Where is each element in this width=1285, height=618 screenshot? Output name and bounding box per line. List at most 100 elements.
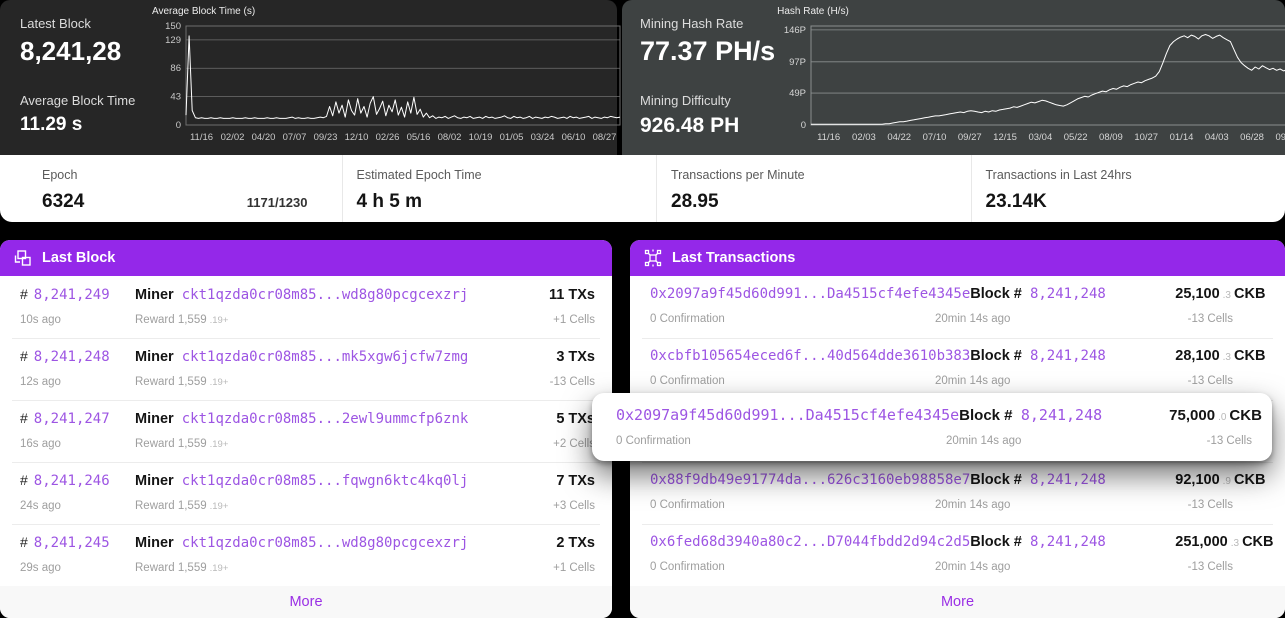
- block-cells: +3 Cells: [553, 500, 595, 512]
- miner-address-link[interactable]: ckt1qzda0cr08m85...wd8g80pcgcexzrj: [181, 287, 469, 303]
- svg-text:10/27: 10/27: [1134, 132, 1158, 143]
- svg-text:09/15: 09/15: [1276, 132, 1285, 143]
- transaction-row[interactable]: 0x88f9db49e91774da...626c3160eb98858e7 B…: [630, 462, 1285, 524]
- estimated-epoch-time-label: Estimated Epoch Time: [356, 168, 482, 182]
- block-number-link[interactable]: 8,241,248: [33, 349, 110, 365]
- svg-text:0: 0: [801, 120, 806, 131]
- average-block-time-value: 11.29 s: [20, 114, 83, 135]
- last-block-more-link[interactable]: More: [289, 594, 323, 610]
- tx-confirmation: 0 Confirmation: [650, 499, 725, 511]
- tx-hash-link[interactable]: 0x2097a9f45d60d991...Da4515cf4efe4345e: [650, 286, 971, 302]
- epoch-cell: Epoch 6324 1171/1230: [0, 155, 342, 222]
- svg-text:08/09: 08/09: [1099, 132, 1123, 143]
- tx-block-link[interactable]: 8,241,248: [1029, 472, 1106, 488]
- block-row[interactable]: #8,241,246 Miner ckt1qzda0cr08m85...fqwg…: [0, 462, 612, 524]
- mining-stats-panel: Mining Hash Rate 77.37 PH/s Mining Diffi…: [622, 0, 1285, 155]
- last-transactions-header: Last Transactions: [630, 240, 1285, 276]
- svg-text:04/20: 04/20: [252, 132, 276, 143]
- block-time-chart-title: Average Block Time (s): [152, 6, 256, 17]
- tx-cells: -13 Cells: [1206, 435, 1252, 447]
- average-block-time-stat: Average Block Time 11.29 s: [20, 93, 150, 136]
- transaction-row[interactable]: 0x2097a9f45d60d991...Da4515cf4efe4345e B…: [650, 286, 1266, 325]
- svg-text:01/14: 01/14: [1170, 132, 1194, 143]
- tx-amount: 92,100: [1175, 472, 1220, 488]
- block-number-link[interactable]: 8,241,247: [33, 411, 110, 427]
- block-tx-count: 11 TXs: [549, 287, 595, 303]
- hash-rate-chart-title: Hash Rate (H/s): [777, 6, 849, 17]
- svg-text:86: 86: [170, 63, 181, 74]
- latest-block-label: Latest Block: [20, 16, 91, 31]
- tx-amount: 75,000: [1169, 407, 1216, 424]
- tx-hash-link[interactable]: 0x88f9db49e91774da...626c3160eb98858e7: [650, 472, 971, 488]
- transactions-last-24hrs-value: 23.14K: [985, 191, 1047, 212]
- miner-label: Miner: [135, 535, 174, 551]
- tx-cells: -13 Cells: [1187, 375, 1233, 387]
- transaction-row[interactable]: 0xcbfb105654eced6f...40d564dde3610b383 B…: [630, 338, 1285, 400]
- last-block-header: Last Block: [0, 240, 612, 276]
- svg-text:07/10: 07/10: [923, 132, 947, 143]
- last-block-footer: More: [0, 586, 612, 618]
- tx-block-link[interactable]: 8,241,248: [1029, 534, 1106, 550]
- transactions-last-24hrs-cell: Transactions in Last 24hrs 23.14K: [970, 155, 1285, 222]
- block-number-link[interactable]: 8,241,246: [33, 473, 110, 489]
- block-row[interactable]: #8,241,248 Miner ckt1qzda0cr08m85...mk5x…: [0, 338, 612, 400]
- tx-block-link[interactable]: 8,241,248: [1029, 286, 1106, 302]
- hash-sign: #: [20, 472, 28, 488]
- estimated-epoch-time-value: 4 h 5 m: [356, 191, 422, 212]
- tx-block-link[interactable]: 8,241,248: [1029, 348, 1106, 364]
- tx-unit: CKB: [1234, 348, 1266, 364]
- tx-confirmation: 0 Confirmation: [650, 375, 725, 387]
- block-row[interactable]: #8,241,249 Miner ckt1qzda0cr08m85...wd8g…: [0, 276, 612, 338]
- block-time-chart-region: Average Block Time (s) 0 43 86 129 150 11/16 0…: [150, 0, 621, 155]
- svg-text:97P: 97P: [789, 57, 806, 68]
- svg-text:10/19: 10/19: [469, 132, 493, 143]
- miner-address-link[interactable]: ckt1qzda0cr08m85...2ewl9ummcfp6znk: [181, 411, 469, 427]
- difficulty-stat: Mining Difficulty 926.48 PH: [640, 93, 775, 138]
- tx-age: 20min 14s ago: [935, 561, 1011, 573]
- svg-text:05/22: 05/22: [1064, 132, 1088, 143]
- hash-rate-label: Mining Hash Rate: [640, 16, 744, 31]
- block-reward: Reward 1,559.19+: [135, 314, 229, 326]
- transaction-row[interactable]: 0x6fed68d3940a80c2...D7044fbdd2d94c2d5 B…: [630, 524, 1285, 586]
- estimated-epoch-time-cell: Estimated Epoch Time 4 h 5 m: [341, 155, 657, 222]
- block-row[interactable]: #8,241,247 Miner ckt1qzda0cr08m85...2ewl…: [0, 400, 612, 462]
- svg-text:02/02: 02/02: [221, 132, 245, 143]
- svg-text:49P: 49P: [789, 88, 806, 99]
- miner-address-link[interactable]: ckt1qzda0cr08m85...mk5xgw6jcfw7zmg: [181, 349, 469, 365]
- block-age: 24s ago: [20, 500, 61, 512]
- svg-text:09/27: 09/27: [958, 132, 982, 143]
- hash-rate-chart-region: Hash Rate (H/s) 0 49P 97P 146P 11/16 02/03 04/…: [775, 0, 1285, 155]
- svg-text:129: 129: [165, 35, 181, 46]
- last-block-card: Last Block #8,241,249 Miner ckt1qzda0cr0…: [0, 240, 612, 618]
- hash-sign: #: [20, 410, 28, 426]
- miner-address-link[interactable]: ckt1qzda0cr08m85...wd8g80pcgcexzrj: [181, 535, 469, 551]
- svg-text:03/04: 03/04: [1029, 132, 1053, 143]
- tx-cells: -13 Cells: [1187, 499, 1233, 511]
- last-transactions-more-link[interactable]: More: [940, 594, 975, 610]
- tx-confirmation: 0 Confirmation: [616, 435, 691, 447]
- hovered-transaction-row[interactable]: 0x2097a9f45d60d991...Da4515cf4efe4345e B…: [592, 393, 1272, 461]
- hash-rate-chart: 0 49P 97P 146P 11/16 02/03 04/22 07/10 09/27 12/1…: [784, 25, 1285, 143]
- tx-cells: -13 Cells: [1187, 561, 1233, 573]
- tx-block-link[interactable]: 8,241,248: [1020, 406, 1103, 424]
- tx-hash-link[interactable]: 0x6fed68d3940a80c2...D7044fbdd2d94c2d5: [650, 534, 971, 550]
- block-number-link[interactable]: 8,241,245: [33, 535, 110, 551]
- epoch-progress: 1171/1230: [246, 195, 308, 210]
- miner-address-link[interactable]: ckt1qzda0cr08m85...fqwgn6ktc4kq0lj: [181, 473, 469, 489]
- block-number-link[interactable]: 8,241,249: [33, 287, 110, 303]
- svg-text:12/10: 12/10: [345, 132, 369, 143]
- svg-text:07/07: 07/07: [283, 132, 307, 143]
- block-age: 10s ago: [20, 314, 61, 326]
- tx-unit: CKB: [1229, 407, 1262, 424]
- difficulty-label: Mining Difficulty: [640, 93, 731, 108]
- top-panels: Latest Block 8,241,28 Average Block Time…: [0, 0, 1285, 155]
- transactions-per-minute-cell: Transactions per Minute 28.95: [656, 155, 971, 222]
- tx-hash-link[interactable]: 0xcbfb105654eced6f...40d564dde3610b383: [650, 348, 971, 364]
- transactions-last-24hrs-label: Transactions in Last 24hrs: [985, 168, 1132, 182]
- block-label: Block #: [970, 286, 1022, 302]
- tx-hash-link[interactable]: 0x2097a9f45d60d991...Da4515cf4efe4345e: [616, 406, 960, 424]
- miner-label: Miner: [135, 411, 174, 427]
- hash-sign: #: [20, 534, 28, 550]
- blocks-icon: [14, 250, 31, 266]
- block-row[interactable]: #8,241,245 Miner ckt1qzda0cr08m85...wd8g…: [0, 524, 612, 586]
